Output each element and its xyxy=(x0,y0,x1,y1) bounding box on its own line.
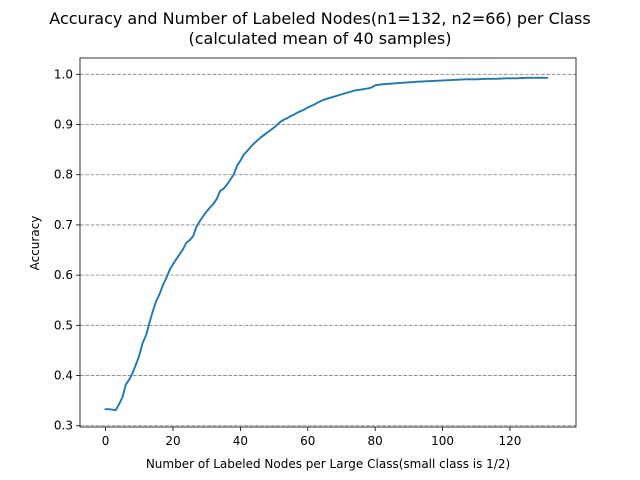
x-axis-ticks: 0 20 40 60 80 100 120 xyxy=(102,427,522,448)
y-tick-label-4: 0.7 xyxy=(54,218,73,232)
x-axis-label: Number of Labeled Nodes per Large Class(… xyxy=(146,457,510,471)
x-tick-label-0: 0 xyxy=(102,434,110,448)
series-line-0 xyxy=(104,76,548,412)
y-tick-label-5: 0.8 xyxy=(54,168,73,182)
plot-frame xyxy=(79,57,577,428)
series-group xyxy=(104,76,548,412)
x-tick-label-5: 100 xyxy=(431,434,454,448)
y-tick-label-6: 0.9 xyxy=(54,118,73,132)
y-tick-label-7: 1.0 xyxy=(54,67,73,81)
y-axis-ticks: 0.3 0.4 0.5 0.6 0.7 0.8 0.9 1.0 xyxy=(54,67,80,433)
x-tick-label-4: 80 xyxy=(368,434,383,448)
y-tick-label-0: 0.3 xyxy=(54,419,73,433)
x-tick-label-3: 60 xyxy=(300,434,315,448)
y-axis-label: Accuracy xyxy=(28,216,42,271)
axes-spines xyxy=(79,57,577,428)
chart-subtitle: (calculated mean of 40 samples) xyxy=(189,29,452,48)
y-tick-label-1: 0.4 xyxy=(54,369,73,383)
grid-lines xyxy=(80,73,576,427)
chart-title: Accuracy and Number of Labeled Nodes(n1=… xyxy=(49,9,590,28)
y-tick-label-2: 0.5 xyxy=(54,318,73,332)
x-tick-label-1: 20 xyxy=(165,434,180,448)
x-tick-label-2: 40 xyxy=(233,434,248,448)
x-tick-label-6: 120 xyxy=(499,434,522,448)
y-tick-label-3: 0.6 xyxy=(54,268,73,282)
